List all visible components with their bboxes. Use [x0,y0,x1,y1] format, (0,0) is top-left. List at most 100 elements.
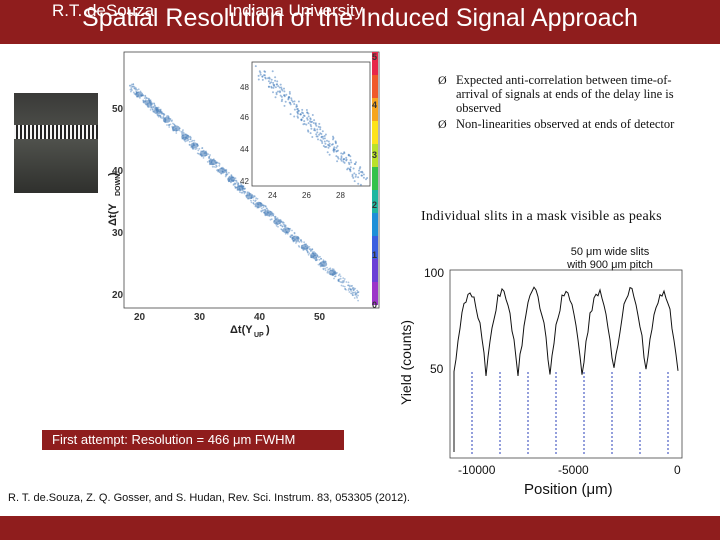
inset-point [324,146,327,148]
scatter-point [148,105,151,108]
scatter-point [184,140,187,143]
scatter-point [218,162,220,164]
inset-point [330,143,333,146]
scatter-ytick: 20 [112,290,124,301]
scatter-point [308,252,311,255]
scatter-xlabel-close: ) [266,324,270,336]
inset-point [343,151,346,154]
inset-point [320,135,323,138]
slit-cluster [218,167,226,174]
scatter-point [326,270,329,273]
bullet-arrow-icon: Ø [438,117,447,131]
inset-point [319,126,322,129]
scatter-point [348,291,351,293]
scatter-point [185,140,188,142]
inset-point [263,70,266,73]
inset-point [258,70,261,73]
inset-point [269,82,271,85]
inset-point [353,163,356,165]
inset-point [321,142,324,144]
inset-point [324,133,327,136]
inset-ytick: 44 [240,145,249,154]
inset-point [267,80,270,83]
inset-point [306,118,309,121]
scatter-point [197,149,200,152]
inset-point [313,127,316,130]
reference-citation: R. T. de.Souza, Z. Q. Gosser, and S. Hud… [8,492,410,504]
inset-point [267,77,269,80]
inset-point [311,136,314,138]
inset-point [339,158,342,161]
scatter-point [272,214,275,217]
inset-point [307,122,310,125]
inset-point [318,133,321,136]
colorscale-band [372,190,378,213]
scatter-point [324,267,326,270]
bullet-arrow-icon: Ø [438,73,447,87]
inset-point [306,111,309,114]
scatter-point [168,126,171,128]
scatter-point [262,209,265,212]
bullet-list: Ø Expected anti-correlation between time… [436,73,696,133]
scatter-point [136,89,139,91]
slit-annotation: 50 μm wide slits with 900 μm pitch [550,246,670,272]
scatter-point [334,275,336,278]
scatter-point [160,112,163,115]
scatter-point [175,132,178,134]
scatter-point [255,197,257,200]
inset-point [306,117,309,120]
scatter-point [135,90,138,93]
scatter-point [192,148,194,150]
inset-point [310,127,313,130]
scatter-point [336,272,338,274]
scatter-point [303,241,305,244]
slit-cluster [208,159,217,166]
scatter-point [352,294,354,296]
colorscale-band [372,144,378,167]
inset-point [314,123,317,126]
inset-point [353,172,356,175]
inset-point [336,160,339,163]
scatter-point [196,152,199,155]
scatter-point [351,287,354,289]
scatter-point [274,216,277,219]
detector-photo [14,93,98,193]
scatter-point [162,116,165,118]
inset-point [347,154,350,157]
scatter-point [183,132,185,135]
scatter-point [280,224,282,227]
inset-point [301,111,303,114]
inset-point [340,152,343,155]
scatter-point [228,171,230,174]
scatter-point [143,97,146,99]
inset-point [271,70,274,73]
inset-point [261,78,264,81]
scatter-point [277,225,279,228]
scatter-point [131,86,134,88]
scatter-point [295,242,297,244]
slit-cluster [245,193,254,200]
scatter-point [202,157,205,159]
scatter-point [173,123,175,126]
scatter-point [352,289,355,292]
scatter-point [343,285,346,288]
scatter-point [309,248,311,250]
colorscale-tick: 0 [372,300,377,310]
scatter-point [225,172,228,174]
inset-point [290,97,293,100]
slide-title: Spatial Resolution of the Induced Signal… [82,4,638,32]
inset-point [349,155,352,158]
inset-point [324,142,327,145]
inset-point [296,108,299,111]
scatter-point [319,255,321,258]
inset-point [361,174,363,177]
inset-point [359,183,362,186]
scatter-point [317,256,320,259]
slit-cluster [291,235,300,242]
inset-point [316,135,319,138]
scatter-point [339,277,342,280]
scatter-point [298,246,301,248]
inset-ytick: 46 [240,113,249,122]
inset-point [336,145,339,148]
inset-point [317,125,320,128]
